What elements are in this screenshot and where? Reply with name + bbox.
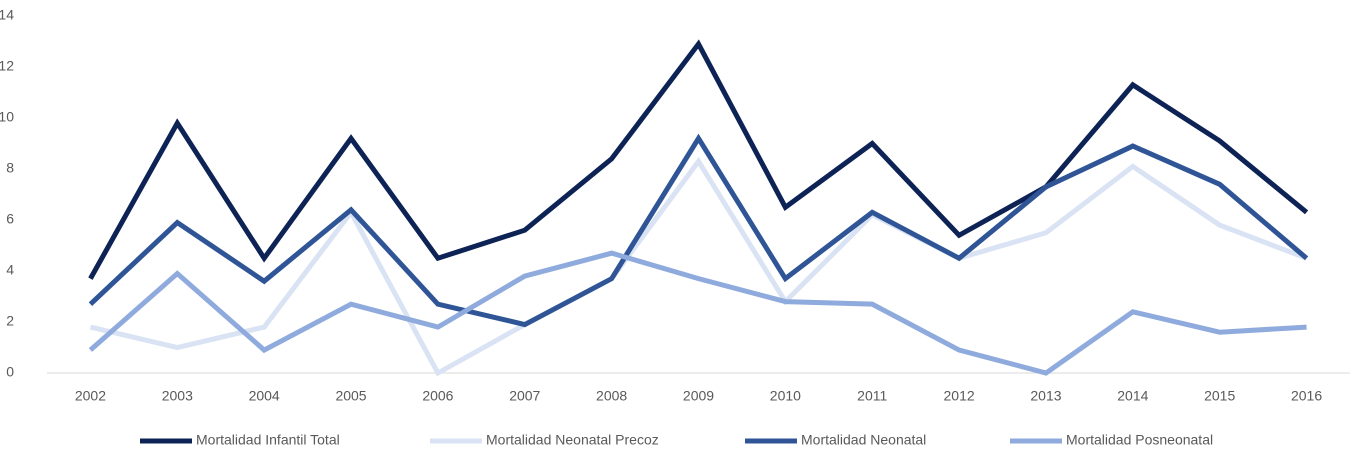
x-tick-label: 2012 <box>944 388 975 404</box>
series-line <box>88 133 1309 328</box>
legend-label: Mortalidad Infantil Total <box>196 432 340 448</box>
y-tick-label: 14 <box>0 7 14 23</box>
y-tick-label: 12 <box>0 58 14 74</box>
legend-label: Mortalidad Neonatal Precoz <box>486 432 659 448</box>
y-tick-label: 8 <box>6 160 14 176</box>
y-tick-label: 6 <box>6 211 14 227</box>
series-line <box>88 250 1307 376</box>
series-line <box>88 39 1309 280</box>
x-tick-label: 2013 <box>1030 388 1061 404</box>
x-tick-label: 2015 <box>1204 388 1235 404</box>
x-tick-label: 2002 <box>75 388 106 404</box>
x-tick-label: 2005 <box>335 388 366 404</box>
series-line <box>89 156 1308 377</box>
y-tick-label: 0 <box>6 364 14 380</box>
y-tick-label: 10 <box>0 109 14 125</box>
x-tick-label: 2011 <box>857 388 887 404</box>
x-tick-label: 2007 <box>509 388 540 404</box>
x-tick-label: 2006 <box>422 388 453 404</box>
x-tick-label: 2003 <box>162 388 193 404</box>
legend-label: Mortalidad Posneonatal <box>1066 432 1213 448</box>
x-tick-label: 2008 <box>596 388 627 404</box>
x-tick-label: 2016 <box>1291 388 1322 404</box>
x-tick-label: 2014 <box>1117 388 1148 404</box>
x-tick-label: 2009 <box>683 388 714 404</box>
x-tick-label: 2004 <box>249 388 280 404</box>
y-tick-label: 2 <box>6 313 14 329</box>
legend-label: Mortalidad Neonatal <box>801 432 926 448</box>
x-tick-label: 2010 <box>770 388 801 404</box>
y-tick-label: 4 <box>6 262 14 278</box>
